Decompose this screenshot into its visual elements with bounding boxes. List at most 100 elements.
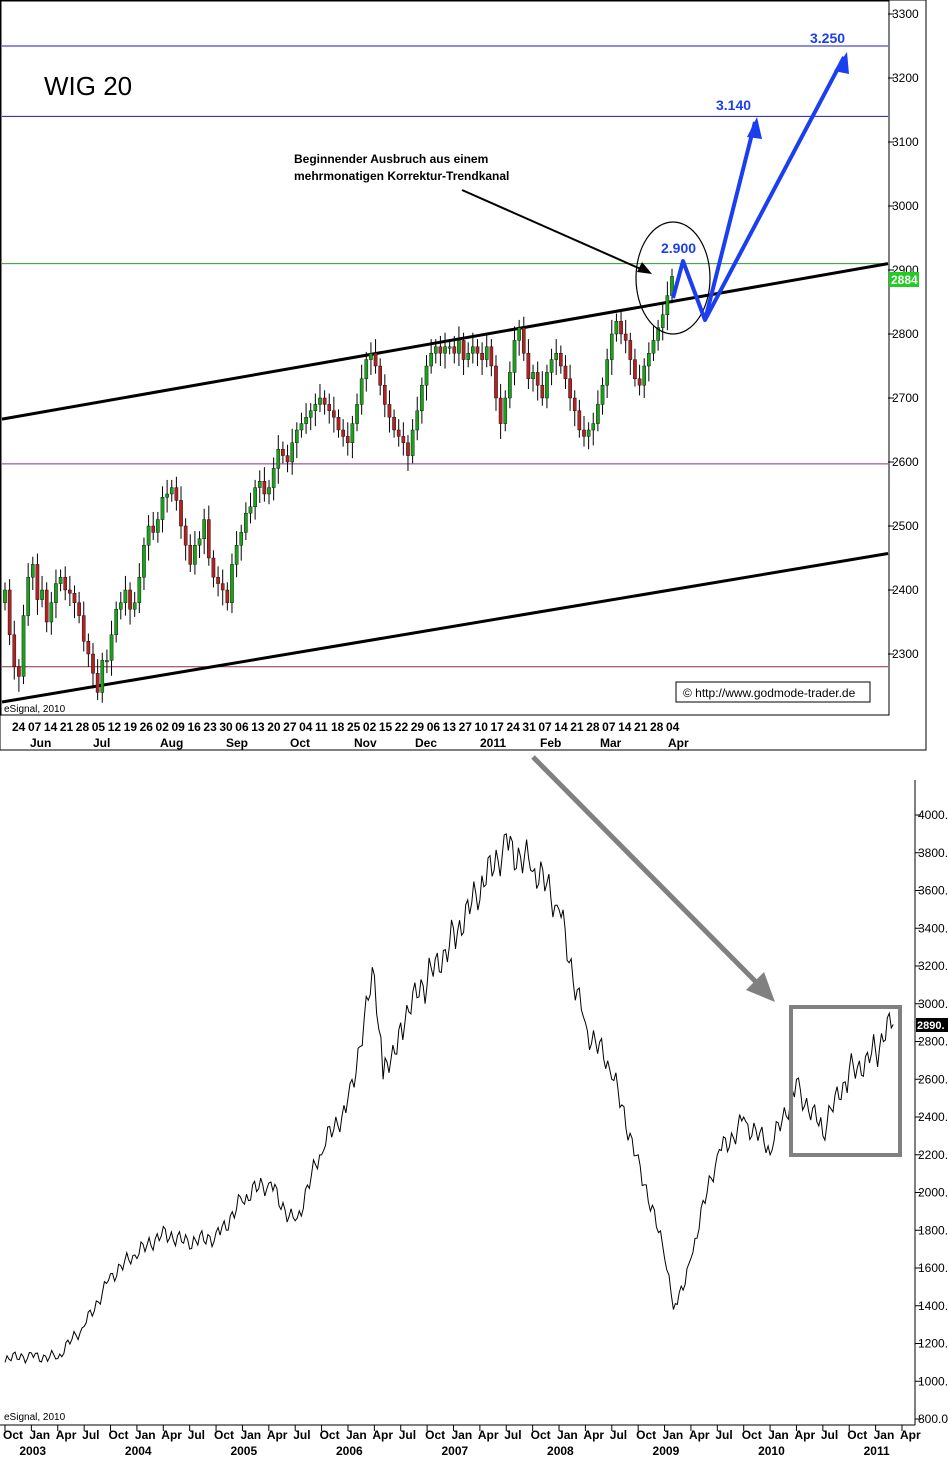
candle-body — [40, 589, 44, 600]
candle-body — [63, 577, 68, 591]
candle-body — [471, 346, 475, 354]
day-tick-label: 06 — [427, 720, 441, 734]
bottom-price-tick-label: 2800. — [918, 1035, 948, 1049]
candle-body — [271, 468, 276, 488]
day-tick-label: 17 — [491, 720, 505, 734]
candle-body — [3, 589, 7, 604]
bottom-year-label: 2004 — [125, 1444, 152, 1458]
day-tick-label: 14 — [44, 720, 58, 734]
day-tick-label: 10 — [475, 720, 489, 734]
bottom-month-label: Oct — [320, 1428, 340, 1442]
day-tick-label: 07 — [602, 720, 616, 734]
bottom-last-price-badge — [916, 1018, 948, 1032]
top-chart-frame — [0, 0, 927, 751]
annotation-arrow — [461, 189, 644, 271]
candle-body — [193, 545, 197, 565]
price-tick-label: 2600 — [892, 455, 919, 469]
month-tick-label: Oct — [290, 736, 310, 750]
bottom-price-tick-label: 2200. — [918, 1148, 948, 1162]
candle-body — [17, 666, 21, 677]
candle-body — [188, 545, 193, 565]
price-tick-label: 2700 — [892, 391, 919, 405]
annotation-line-2: mehrmonatigen Korrektur-Trendkanal — [294, 169, 509, 183]
bottom-year-label: 2005 — [230, 1444, 257, 1458]
candle-body — [540, 385, 545, 399]
candle-body — [359, 378, 364, 405]
source-label: eSignal, 2010 — [4, 704, 66, 715]
candle-body — [234, 545, 239, 565]
bottom-month-label: Jan — [29, 1428, 50, 1442]
candle-body — [378, 365, 382, 386]
candle-body — [512, 340, 517, 373]
day-tick-label: 24 — [12, 720, 26, 734]
bottom-price-tick-label: 3200. — [918, 959, 948, 973]
candle-body — [216, 577, 220, 584]
candle-body — [410, 429, 415, 456]
price-tick-label: 2500 — [892, 519, 919, 533]
month-tick-label: Feb — [540, 736, 561, 750]
day-tick-label: 27 — [459, 720, 473, 734]
day-tick-label: 12 — [108, 720, 122, 734]
candle-body — [396, 429, 401, 437]
price-line — [4, 833, 894, 1365]
candle-body — [26, 577, 30, 616]
day-tick-label: 28 — [586, 720, 600, 734]
bottom-month-label: Apr — [689, 1428, 710, 1442]
breakout-circle — [635, 221, 711, 335]
candle-body — [494, 365, 498, 399]
bottom-price-tick-label: 2400. — [918, 1110, 948, 1124]
bottom-month-label: Apr — [794, 1428, 815, 1442]
candle-body — [373, 353, 378, 367]
candle-body — [285, 455, 290, 463]
candle-body — [248, 506, 253, 514]
candle-body — [197, 538, 202, 546]
candle-body — [100, 660, 105, 693]
connector-arrowhead — [746, 972, 775, 1002]
channel-line-1 — [1, 552, 889, 704]
bottom-month-label: Jan — [663, 1428, 684, 1442]
candle-body — [68, 589, 72, 594]
month-tick-label: Jun — [30, 736, 51, 750]
bottom-price-tick-label: 1000. — [918, 1374, 948, 1388]
candle-body — [614, 321, 619, 335]
month-tick-label: Aug — [160, 736, 183, 750]
candle-body — [586, 429, 591, 437]
candle-body — [257, 481, 262, 488]
candle-body — [109, 634, 114, 661]
candle-body — [146, 525, 151, 546]
target-label-3250: 3.250 — [810, 30, 845, 46]
day-tick-label: 07 — [28, 720, 42, 734]
price-tick-label: 3200 — [892, 71, 919, 85]
day-tick-label: 28 — [76, 720, 90, 734]
day-tick-label: 26 — [140, 720, 154, 734]
price-tick-label: 2300 — [892, 647, 919, 661]
bottom-month-label: Jan — [346, 1428, 367, 1442]
candle-body — [290, 442, 294, 463]
candle-body — [230, 564, 234, 604]
candle-body — [12, 634, 17, 667]
candle-body — [318, 397, 322, 405]
candle-body — [508, 372, 512, 399]
bottom-month-label: Apr — [372, 1428, 393, 1442]
price-tick-label: 3300 — [892, 7, 919, 21]
candle-body — [202, 519, 206, 539]
candle-body — [364, 359, 369, 380]
day-tick-label: 25 — [347, 720, 361, 734]
bottom-year-label: 2009 — [653, 1444, 680, 1458]
candle-body — [619, 321, 623, 335]
bottom-month-label: Apr — [900, 1428, 921, 1442]
candle-body — [239, 532, 244, 546]
candle-body — [276, 449, 281, 469]
candle-body — [77, 602, 81, 616]
candle-body — [341, 429, 345, 437]
candle-body — [350, 423, 355, 444]
candle-body — [322, 397, 327, 405]
candle-body — [281, 449, 285, 456]
day-tick-label: 11 — [315, 720, 328, 734]
candle-body — [332, 410, 336, 418]
candle-body — [591, 423, 596, 431]
day-tick-label: 07 — [538, 720, 552, 734]
candle-body — [179, 500, 183, 527]
candle-body — [535, 372, 540, 386]
candle-body — [295, 429, 299, 444]
